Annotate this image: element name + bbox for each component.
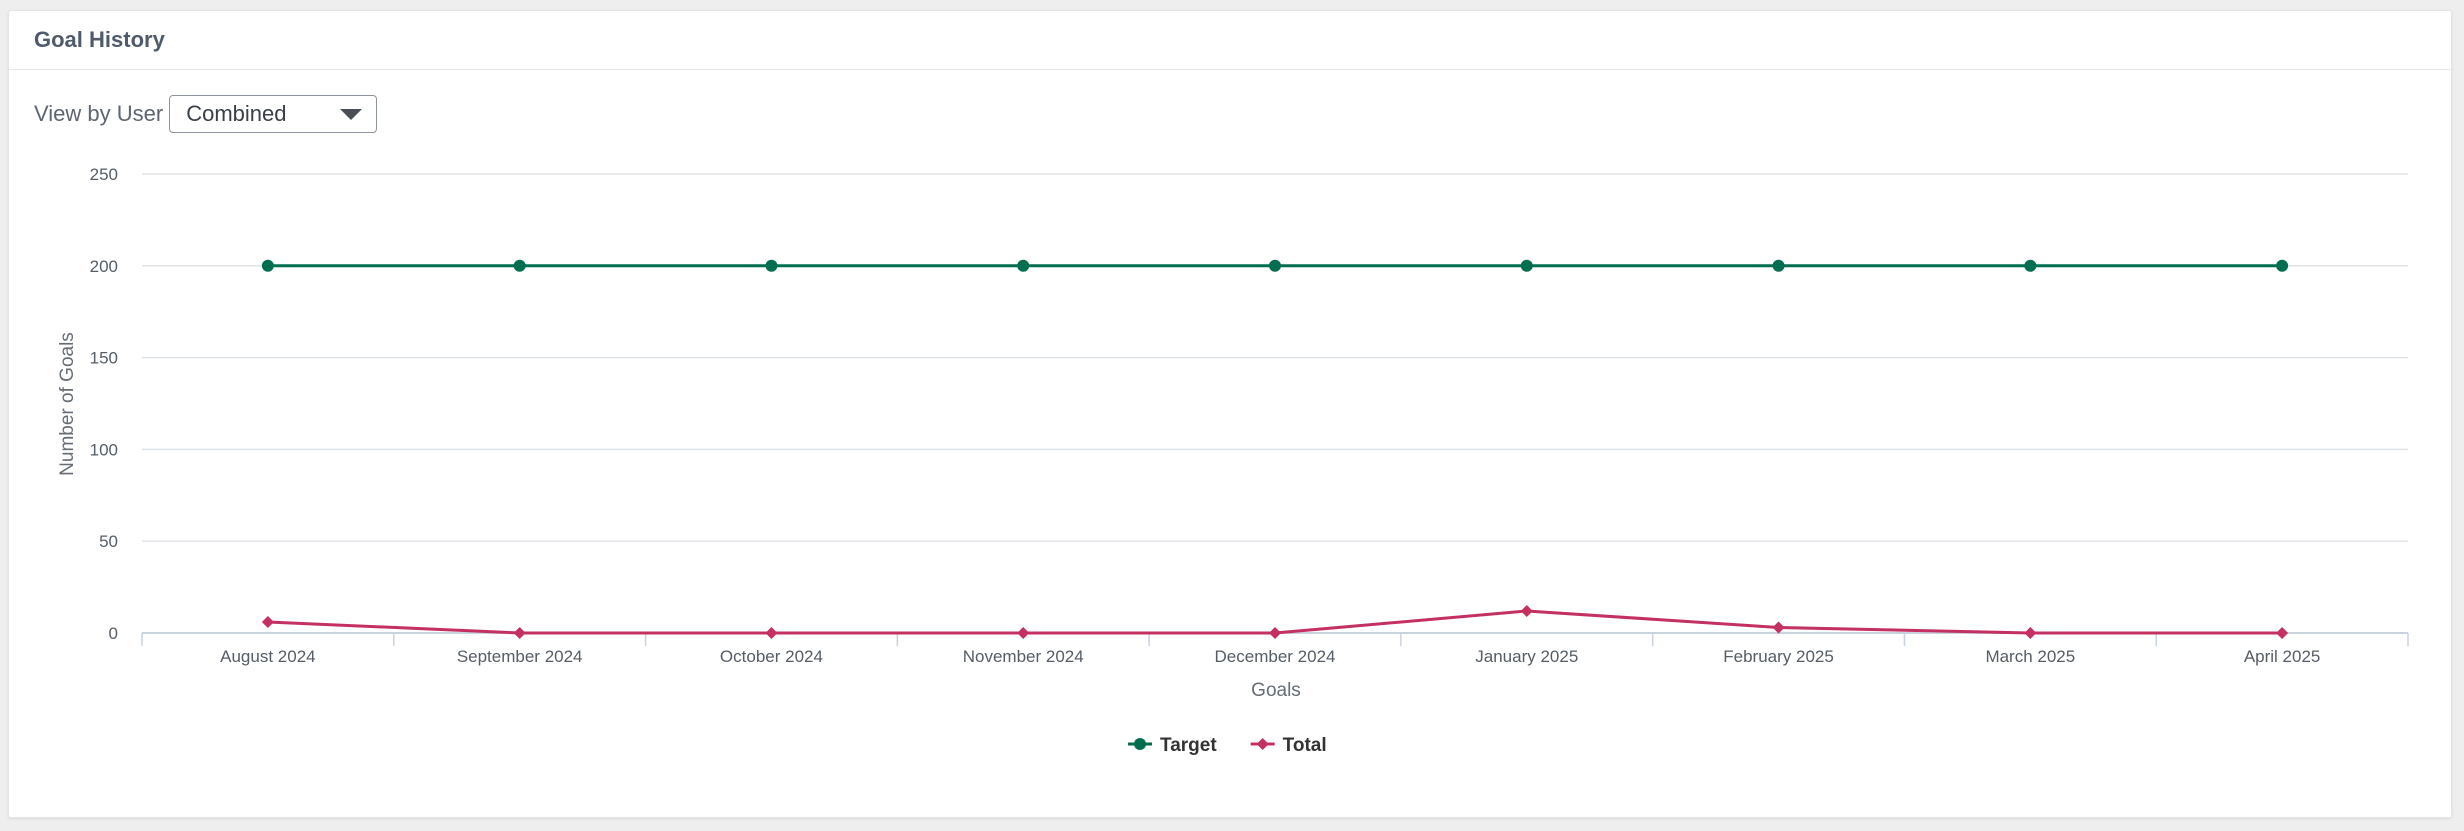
data-point[interactable] — [2024, 627, 2037, 639]
series-target — [261, 259, 2289, 272]
view-by-user-selected-value: Combined — [186, 101, 287, 126]
data-point[interactable] — [1269, 259, 1281, 272]
data-point[interactable] — [1520, 259, 1533, 272]
data-point[interactable] — [1269, 627, 1281, 639]
data-point[interactable] — [765, 259, 778, 272]
view-by-user-select[interactable]: Combined — [169, 95, 378, 133]
x-tick-label: April 2025 — [2244, 647, 2321, 666]
legend-marker — [1256, 738, 1269, 750]
legend-item-total[interactable]: Total — [1250, 735, 1327, 756]
data-point[interactable] — [1772, 621, 1785, 634]
data-point[interactable] — [513, 627, 526, 639]
data-point[interactable] — [1017, 259, 1030, 272]
y-tick-label: 50 — [99, 532, 118, 551]
data-point[interactable] — [2276, 259, 2289, 272]
view-by-user-filter: View by User Combined — [34, 94, 378, 134]
x-axis-title: Goals — [1251, 680, 1301, 701]
data-point[interactable] — [2024, 259, 2037, 272]
data-point[interactable] — [1017, 627, 1030, 639]
y-tick-label: 200 — [90, 257, 118, 276]
legend-label: Target — [1160, 735, 1217, 756]
data-point[interactable] — [261, 259, 274, 272]
panel-header: Goal History — [9, 11, 2451, 70]
legend-marker — [1134, 738, 1146, 750]
x-tick-label: February 2025 — [1723, 647, 1834, 666]
data-point[interactable] — [1520, 604, 1533, 617]
x-tick-label: October 2024 — [720, 647, 823, 666]
series-total — [261, 604, 2289, 639]
data-point[interactable] — [765, 627, 778, 639]
y-tick-label: 250 — [90, 165, 118, 184]
y-tick-label: 100 — [90, 440, 118, 459]
panel-title: Goal History — [34, 27, 165, 52]
x-tick-label: September 2024 — [457, 647, 583, 666]
data-point[interactable] — [513, 259, 526, 272]
chart-legend: Target Total — [1128, 735, 1327, 756]
y-tick-label: 0 — [109, 624, 118, 643]
chart-series — [261, 259, 2289, 639]
legend-label: Total — [1283, 735, 1327, 756]
y-tick-label: 150 — [90, 349, 118, 368]
x-tick-label: November 2024 — [963, 647, 1084, 666]
y-axis-ticks: 0 50 100 150 200 250 — [90, 165, 118, 643]
view-by-user-label: View by User — [34, 101, 164, 126]
goal-history-panel: Goal History View by User Combined — [8, 10, 2452, 818]
chart-grid — [142, 173, 2408, 542]
x-tick-label: December 2024 — [1215, 647, 1336, 666]
x-tick-label: January 2025 — [1475, 647, 1578, 666]
y-axis-title: Number of Goals — [57, 332, 78, 476]
chevron-down-icon — [340, 108, 363, 120]
x-tick-label: March 2025 — [1985, 647, 2075, 666]
data-point[interactable] — [2276, 627, 2289, 639]
x-tick-label: August 2024 — [220, 647, 315, 666]
data-point[interactable] — [261, 615, 274, 628]
legend-item-target[interactable]: Target — [1128, 735, 1217, 756]
data-point[interactable] — [1772, 259, 1785, 272]
